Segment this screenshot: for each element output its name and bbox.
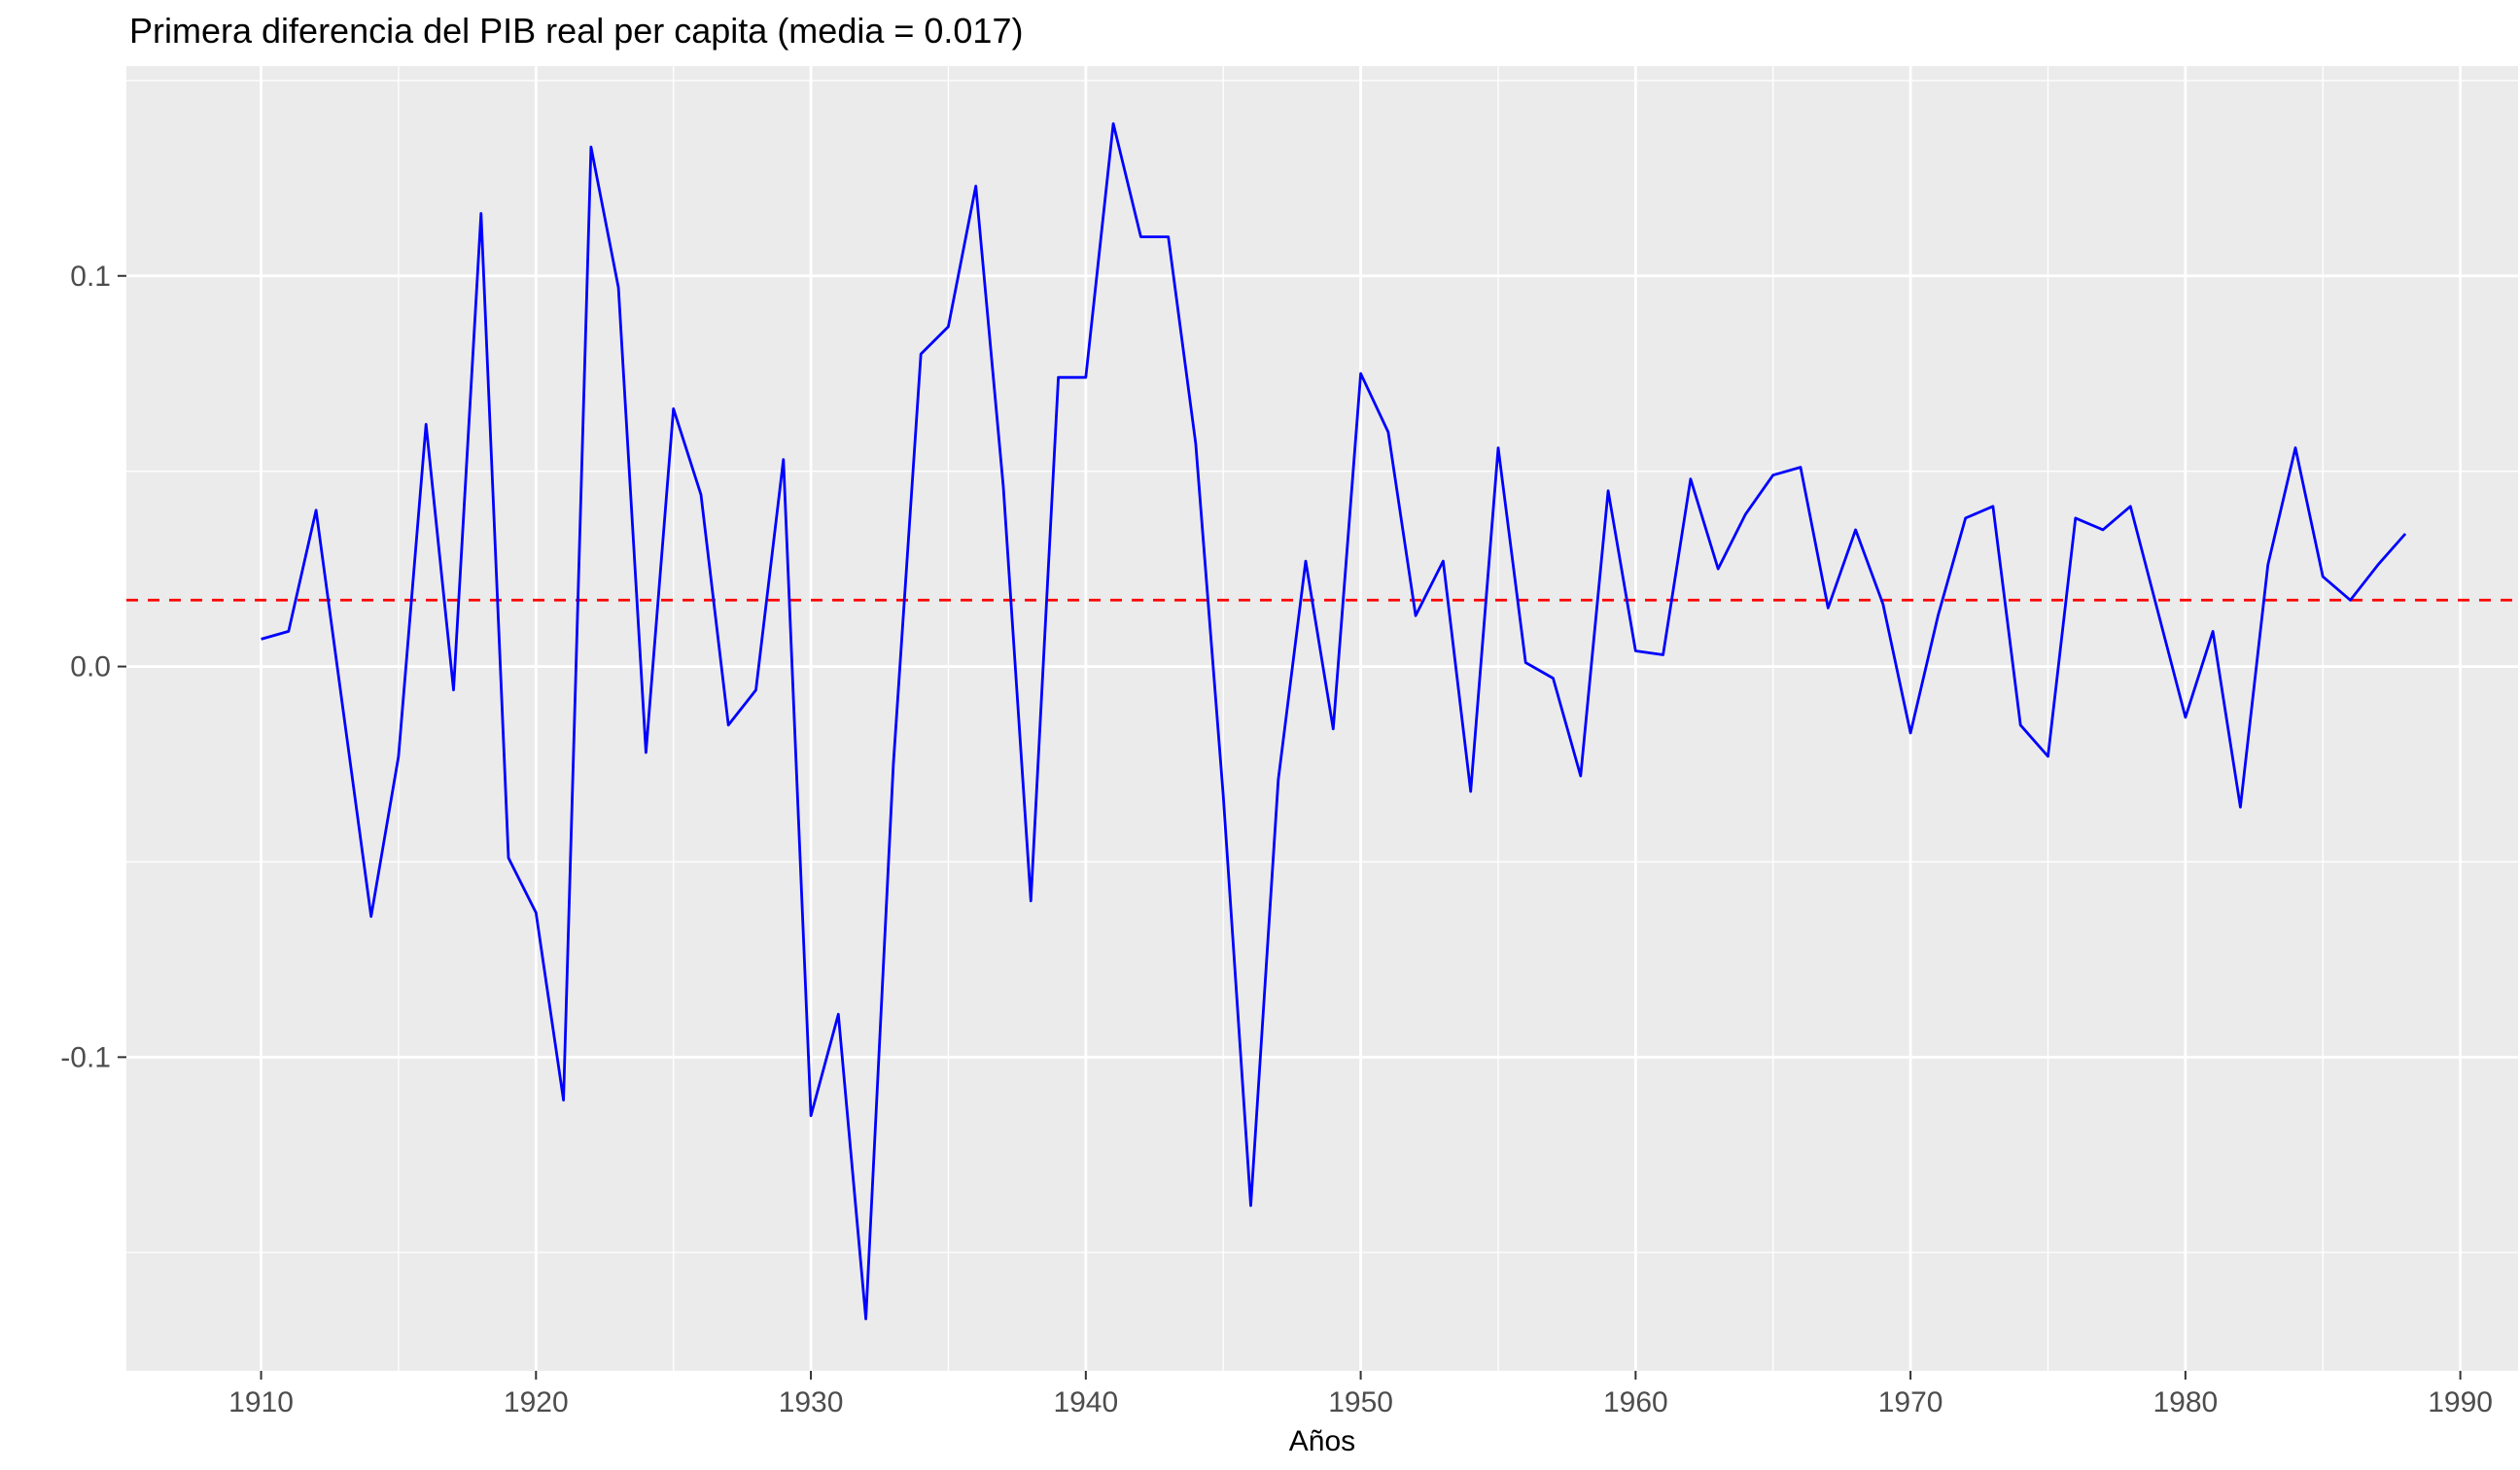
x-tick-label: 1990 [2428,1386,2493,1418]
x-tick-label: 1910 [228,1386,294,1418]
x-axis-label: Años [1289,1425,1355,1457]
major-gridlines [126,66,2518,1371]
chart-title: Primera diferencia del PIB real per capi… [129,11,1023,51]
y-axis: -0.1 0.0 0.1 [60,261,126,1073]
x-tick-label: 1970 [1878,1386,1943,1418]
x-tick-label: 1980 [2152,1386,2218,1418]
y-tick-label: 0.1 [70,261,111,293]
x-tick-label: 1940 [1053,1386,1118,1418]
minor-gridlines [126,66,2518,1371]
x-axis: 1910 1920 1930 1940 1950 1960 1970 1980 1990 [228,1371,2493,1418]
x-tick-label: 1920 [504,1386,569,1418]
x-tick-label: 1930 [779,1386,844,1418]
y-tick-label: 0.0 [70,651,111,683]
y-tick-label: -0.1 [60,1041,111,1073]
x-tick-label: 1960 [1603,1386,1668,1418]
series-line [261,122,2407,1320]
plot-panel [126,66,2518,1371]
x-tick-label: 1950 [1328,1386,1393,1418]
